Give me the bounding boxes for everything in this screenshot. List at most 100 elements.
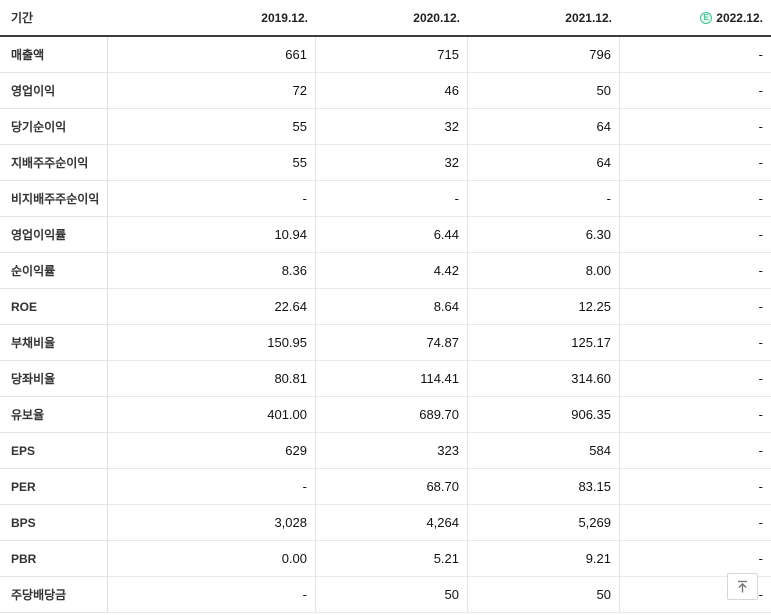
cell-value: - [108,181,316,217]
table-row: 부채비율 150.95 74.87 125.17- [0,325,771,361]
cell-value: 150.95 [108,325,316,361]
cell-value: 46 [316,73,468,109]
row-label: 순이익률 [0,253,108,289]
cell-value: 50 [468,577,620,613]
column-header-2022-12-estimate: E 2022.12. [620,11,771,25]
cell-value: 323 [316,433,468,469]
cell-value: - [620,505,771,541]
cell-value: 629 [108,433,316,469]
cell-value: - [468,181,620,217]
cell-value: - [620,397,771,433]
cell-value: - [316,181,468,217]
cell-value: 4,264 [316,505,468,541]
table-row: PER -68.70 83.15- [0,469,771,505]
row-label: 영업이익 [0,73,108,109]
table-row: BPS 3,028 4,264 5,269- [0,505,771,541]
cell-value: 64 [468,145,620,181]
cell-value: 6.30 [468,217,620,253]
cell-value: 715 [316,37,468,73]
estimate-icon: E [700,11,713,24]
table-row: 순이익률 8.36 4.42 8.00- [0,253,771,289]
cell-value: 74.87 [316,325,468,361]
cell-value: 12.25 [468,289,620,325]
cell-value: - [620,289,771,325]
table-row: 영업이익률 10.94 6.44 6.30- [0,217,771,253]
cell-value: - [620,37,771,73]
column-header-2020-12: 2020.12. [413,10,460,25]
table-row: 매출액 661 715 796- [0,37,771,73]
cell-value: 80.81 [108,361,316,397]
cell-value: 906.35 [468,397,620,433]
cell-value: - [620,145,771,181]
column-header-2021-12: 2021.12. [565,10,612,25]
column-header-2019-12: 2019.12. [261,10,308,25]
cell-value: 22.64 [108,289,316,325]
row-label: 유보율 [0,397,108,433]
cell-value: 8.36 [108,253,316,289]
cell-value: - [620,469,771,505]
table-row: 영업이익 72 46 50- [0,73,771,109]
cell-value: - [620,73,771,109]
cell-value: 4.42 [316,253,468,289]
cell-value: 32 [316,145,468,181]
row-label: PER [0,469,108,505]
cell-value: 6.44 [316,217,468,253]
row-label: 당좌비율 [0,361,108,397]
cell-value: - [620,181,771,217]
row-label: 당기순이익 [0,109,108,145]
row-label: BPS [0,505,108,541]
cell-value: 689.70 [316,397,468,433]
row-label: 주당배당금 [0,577,108,613]
table-row: 유보율 401.00 689.70 906.35- [0,397,771,433]
cell-value: - [108,469,316,505]
cell-value: - [620,325,771,361]
cell-value: 50 [468,73,620,109]
row-label: PBR [0,541,108,577]
cell-value: - [620,253,771,289]
table-row: 주당배당금 -50 50- [0,577,771,613]
cell-value: 5.21 [316,541,468,577]
cell-value: 401.00 [108,397,316,433]
cell-value: 3,028 [108,505,316,541]
table-body: 매출액 661 715 796- 영업이익 72 46 50- 당기순이익 55 32 64- 지배주주… [0,37,771,613]
table-row: PBR 0.00 5.21 9.21- [0,541,771,577]
cell-value: 72 [108,73,316,109]
cell-value: 661 [108,37,316,73]
row-label: 지배주주순이익 [0,145,108,181]
row-label: 비지배주주순이익 [0,181,108,217]
cell-value: - [620,217,771,253]
cell-value: 125.17 [468,325,620,361]
table-row: 지배주주순이익 55 32 64- [0,145,771,181]
cell-value: 114.41 [316,361,468,397]
row-label: 영업이익률 [0,217,108,253]
cell-value: 8.64 [316,289,468,325]
cell-value: 64 [468,109,620,145]
table-row: 당좌비율 80.81 114.41 314.60- [0,361,771,397]
period-column-header: 기간 [11,11,34,25]
table-row: ROE 22.64 8.64 12.25- [0,289,771,325]
cell-value: 10.94 [108,217,316,253]
cell-value: 0.00 [108,541,316,577]
scroll-to-top-button[interactable] [727,573,758,600]
cell-value: - [620,361,771,397]
cell-value: 83.15 [468,469,620,505]
cell-value: 584 [468,433,620,469]
cell-value: 796 [468,37,620,73]
cell-value: 8.00 [468,253,620,289]
cell-value: 32 [316,109,468,145]
table-row: 비지배주주순이익 - - - - [0,181,771,217]
row-label: EPS [0,433,108,469]
cell-value: 68.70 [316,469,468,505]
row-label: ROE [0,289,108,325]
table-header-row: 기간 2019.12. 2020.12. 2021.12. E 2022.12. [0,0,771,37]
cell-value: 314.60 [468,361,620,397]
cell-value: 9.21 [468,541,620,577]
arrow-to-top-icon [735,579,750,594]
row-label: 부채비율 [0,325,108,361]
cell-value: 50 [316,577,468,613]
cell-value: - [620,433,771,469]
table-row: 당기순이익 55 32 64- [0,109,771,145]
row-label: 매출액 [0,37,108,73]
cell-value: 55 [108,109,316,145]
